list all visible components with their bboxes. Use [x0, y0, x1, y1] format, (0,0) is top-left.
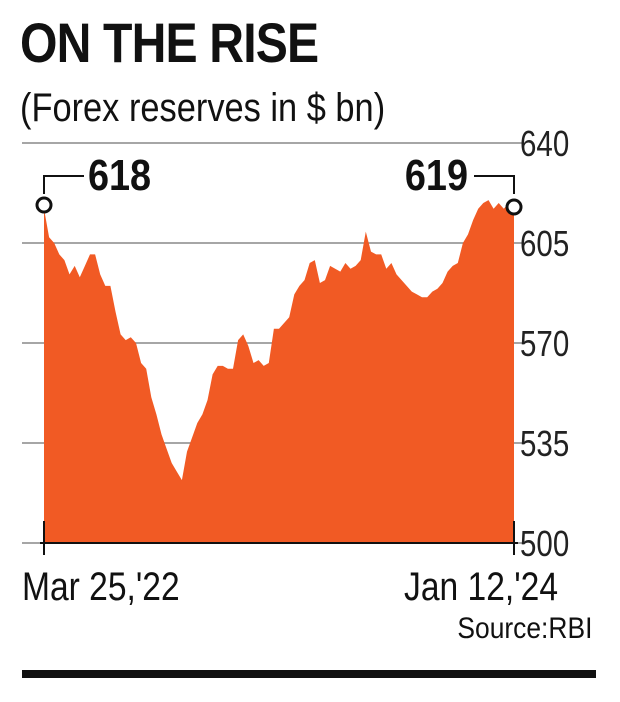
y-tick-label: 605 [520, 223, 569, 263]
forex-area-series [44, 200, 514, 543]
annotation-marker-end [505, 198, 523, 216]
annotation-label-start: 618 [88, 150, 151, 199]
y-tick-label: 500 [520, 523, 569, 563]
annotation-leader-end [474, 175, 515, 194]
chart-title: ON THE RISE [20, 11, 319, 74]
y-tick-label: 535 [520, 423, 569, 463]
x-tick-label: Mar 25,'22 [22, 564, 180, 608]
y-tick-label: 640 [520, 123, 569, 163]
y-tick-label: 570 [520, 323, 569, 363]
chart-subtitle: (Forex reserves in $ bn) [20, 86, 386, 130]
annotation-marker-start [35, 196, 53, 214]
bottom-rule [22, 670, 596, 678]
x-tick-label: Jan 12,'24 [404, 564, 558, 608]
annotation-leader-start [43, 175, 84, 194]
annotation-label-end: 619 [405, 150, 468, 199]
source-note: Source:RBI [457, 612, 592, 645]
